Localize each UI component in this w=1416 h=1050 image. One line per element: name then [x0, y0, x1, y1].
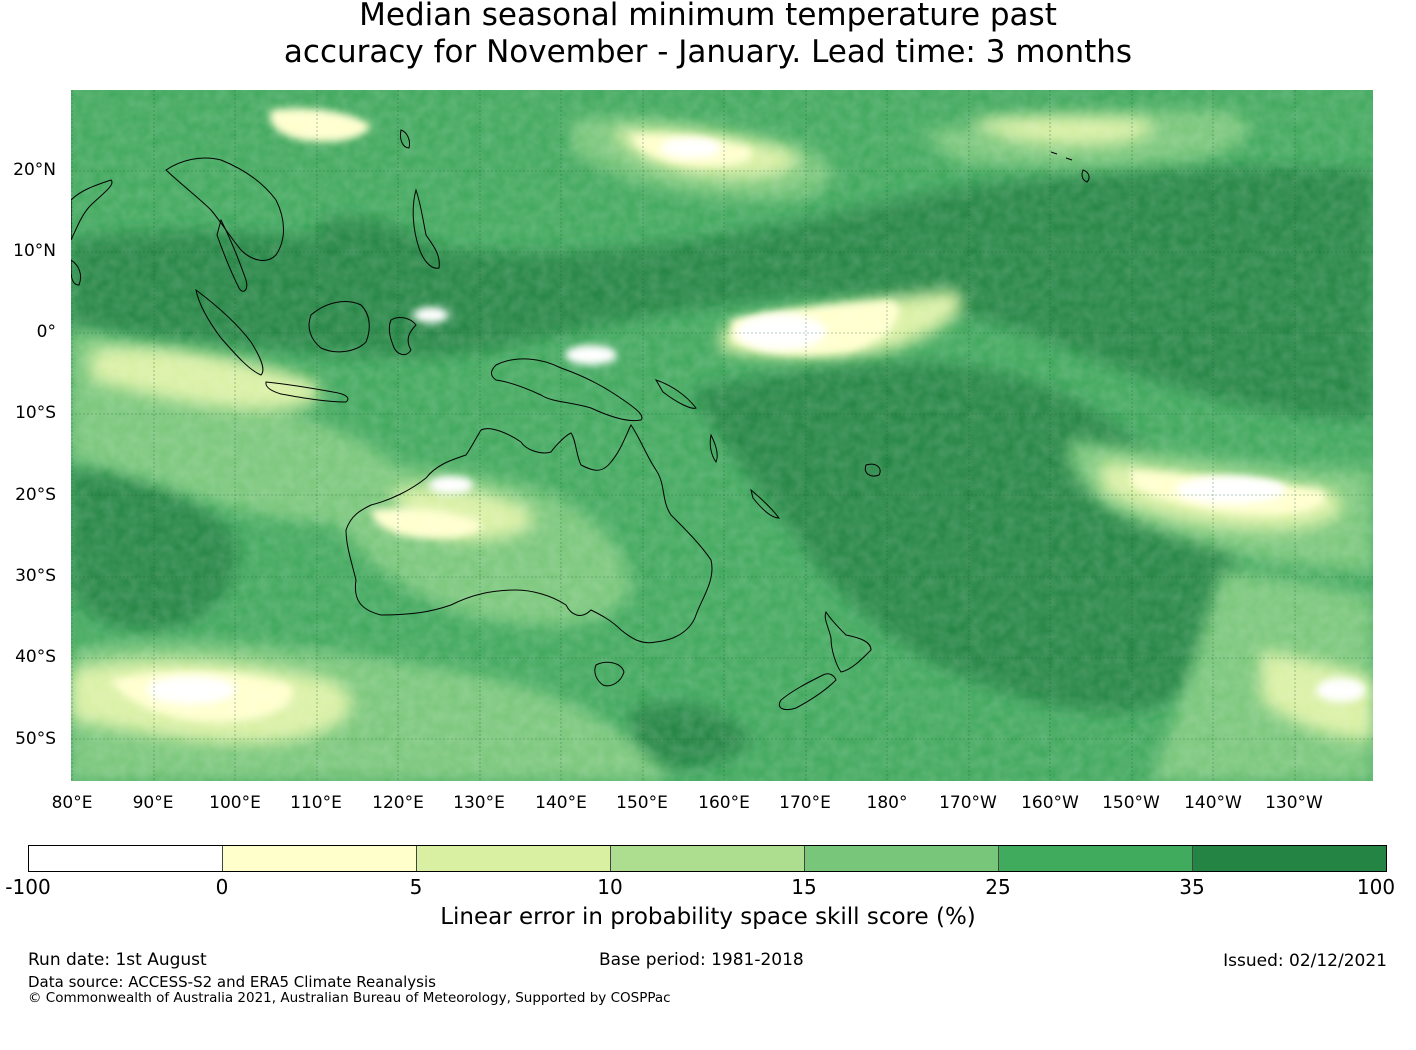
lon-label-130e: 130°E: [453, 793, 505, 813]
colorbar-tick-label: 15: [791, 875, 817, 899]
coastline-sumatra: [195, 288, 264, 376]
coastline-sri-lanka: [71, 259, 82, 286]
lon-label-160e: 160°E: [698, 793, 750, 813]
lat-label-30s: 30°S: [15, 566, 56, 586]
lon-label-130w: 130°W: [1265, 793, 1323, 813]
coastline-philippines: [412, 188, 440, 269]
lon-label-120e: 120°E: [372, 793, 424, 813]
colorbar-segment: [223, 846, 417, 871]
lon-label-150e: 150°E: [616, 793, 668, 813]
lat-label-50s: 50°S: [15, 729, 56, 749]
lon-label-140w: 140°W: [1184, 793, 1242, 813]
coastline-tasmania: [594, 661, 625, 687]
coastline-new-guinea: [491, 358, 643, 422]
lon-label-110e: 110°E: [290, 793, 342, 813]
colorbar-segment: [999, 846, 1193, 871]
coastline-new-caledonia: [750, 488, 781, 519]
coastline-vanuatu: [709, 433, 718, 464]
lat-label-40s: 40°S: [15, 647, 56, 667]
coastline-indochina: [165, 157, 284, 261]
colorbar-tick-label: -100: [5, 875, 51, 899]
lon-label-180: 180°: [866, 793, 908, 813]
lat-label-10s: 10°S: [15, 403, 56, 423]
colorbar-tick-label: 5: [409, 875, 423, 899]
colorbar-tick-label: 35: [1179, 875, 1205, 899]
lon-label-140e: 140°E: [535, 793, 587, 813]
coastline-hawaii-islets: [1050, 151, 1073, 161]
lon-label-170e: 170°E: [779, 793, 831, 813]
graticule: [71, 90, 1373, 781]
lat-label-20s: 20°S: [15, 485, 56, 505]
lon-label-80e: 80°E: [51, 793, 93, 813]
base-period: Base period: 1981-2018: [599, 950, 804, 970]
coastline-india: [71, 179, 113, 241]
coastline-sulawesi: [388, 317, 417, 356]
coastline-borneo: [308, 301, 370, 353]
map-title-line-1: Median seasonal minimum temperature past: [359, 0, 1057, 33]
colorbar-tick-label: 0: [215, 875, 229, 899]
lon-label-150w: 150°W: [1102, 793, 1160, 813]
colorbar-segment: [611, 846, 805, 871]
skill-score-map: [71, 90, 1373, 781]
issued-date: Issued: 02/12/2021: [1223, 951, 1387, 971]
lat-label-0: 0°: [36, 322, 56, 342]
coastline-taiwan: [400, 129, 410, 149]
coastline-malay-peninsula: [216, 218, 248, 292]
colorbar-segment: [1193, 846, 1386, 871]
colorbar-label: Linear error in probability space skill …: [440, 904, 976, 930]
coastline-australia: [345, 424, 713, 644]
map-title-line-2: accuracy for November - January. Lead ti…: [283, 34, 1133, 70]
colorbar: [28, 845, 1387, 872]
data-source: Data source: ACCESS-S2 and ERA5 Climate …: [28, 973, 436, 991]
copyright: © Commonwealth of Australia 2021, Austra…: [28, 990, 671, 1006]
coastline-java: [265, 381, 349, 403]
coastline-solomon-islands: [654, 379, 697, 409]
lat-label-10n: 10°N: [13, 241, 56, 261]
coastline-fiji: [864, 463, 881, 477]
coastline-new-zealand-north: [824, 610, 872, 673]
colorbar-tick-label: 10: [597, 875, 623, 899]
colorbar-segment: [417, 846, 611, 871]
skill-score-field: [71, 90, 1373, 781]
colorbar-tick-label: 25: [985, 875, 1011, 899]
lon-label-170w: 170°W: [939, 793, 997, 813]
run-date: Run date: 1st August: [28, 950, 207, 970]
lon-label-90e: 90°E: [132, 793, 174, 813]
coastline-new-zealand-south: [778, 673, 837, 711]
coastline-hawaii: [1081, 169, 1090, 183]
lon-label-100e: 100°E: [209, 793, 261, 813]
lon-label-160w: 160°W: [1021, 793, 1079, 813]
lat-label-20n: 20°N: [13, 160, 56, 180]
colorbar-segment: [29, 846, 223, 871]
colorbar-segment: [805, 846, 999, 871]
colorbar-tick-label: 100: [1356, 875, 1396, 899]
coastlines: [71, 129, 1090, 711]
